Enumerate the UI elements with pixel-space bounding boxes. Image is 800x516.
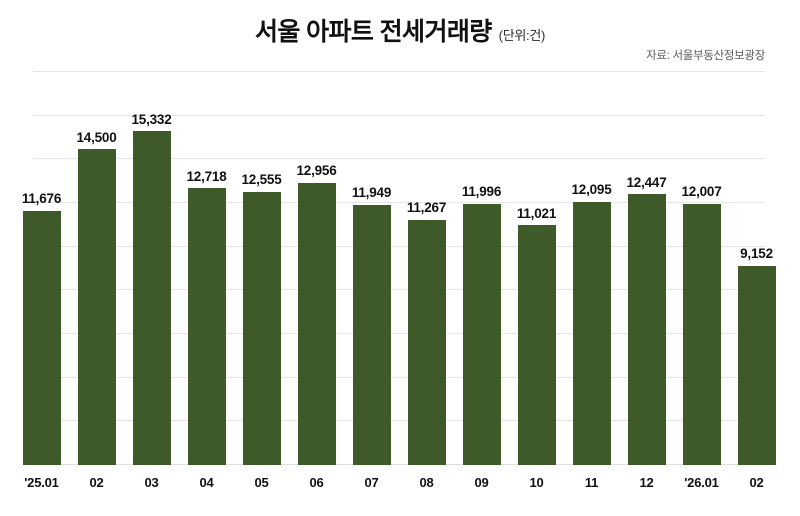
x-axis-tick-label: 04 (199, 475, 214, 490)
gridlines (33, 71, 765, 465)
bar-value-label: 11,949 (351, 185, 392, 201)
x-axis-tick-label: 08 (419, 475, 434, 490)
x-axis-tick-label: 09 (474, 475, 489, 490)
gridline (33, 115, 765, 116)
bar (132, 131, 171, 465)
bar-cell: 14,500 (69, 11, 124, 465)
x-axis-tick-label: 12 (639, 475, 654, 490)
x-axis-tick-label: 06 (309, 475, 324, 490)
bar-cell: 12,718 (179, 11, 234, 465)
chart-unit-label: (단위:건) (498, 28, 546, 43)
bar-cell: 15,332 (124, 11, 179, 465)
bar (297, 182, 336, 465)
x-axis-tick-label: 02 (749, 475, 764, 490)
bar-cell: 12,007 (674, 11, 729, 465)
bar-cell: 11,949 (344, 11, 399, 465)
bar (517, 225, 556, 465)
x-axis-tick-label: 02 (89, 475, 104, 490)
bar-value-label: 15,332 (131, 111, 172, 127)
x-axis-tick-label: 11 (584, 475, 599, 490)
axis-baseline (33, 464, 765, 465)
bar-cell: 9,152 (729, 11, 784, 465)
bar-cell: 12,956 (289, 11, 344, 465)
bar-value-label: 12,447 (626, 174, 667, 190)
bar-value-label: 12,956 (296, 163, 337, 179)
bar-value-label: 12,718 (186, 168, 227, 184)
x-axis-tick-label: 07 (364, 475, 379, 490)
bar-value-label: 12,095 (571, 182, 612, 198)
bar-value-label: 11,021 (516, 205, 557, 221)
chart-source: 자료: 서울부동산정보광장 (646, 50, 765, 62)
bar-cell: 11,996 (454, 11, 509, 465)
gridline (33, 377, 765, 378)
gridline (33, 333, 765, 334)
bar-value-label: 14,500 (76, 129, 117, 145)
bar (77, 149, 116, 465)
bar-cell: 11,267 (399, 11, 454, 465)
bar (627, 194, 666, 465)
x-axis-tick-label: 03 (144, 475, 159, 490)
bar (572, 201, 611, 465)
bar-cell: 12,555 (234, 11, 289, 465)
bar-value-label: 9,152 (740, 246, 773, 262)
bar-cell: 11,676 (14, 11, 69, 465)
bar-value-label: 11,996 (461, 184, 502, 200)
x-axis: '25.01 02 03 04 05 06 07 08 09 10 11 12 '26.01 02 (14, 472, 784, 502)
bar-value-label: 11,676 (21, 191, 62, 207)
bar-series: 11,676 14,500 15,332 12,718 12,555 12,956 11,9… (14, 11, 784, 465)
bar (462, 203, 501, 465)
bar (407, 219, 446, 465)
bar-cell: 11,021 (509, 11, 564, 465)
bar-value-label: 12,555 (241, 172, 282, 188)
bar (682, 203, 721, 465)
bar (242, 191, 281, 465)
bar-value-label: 11,267 (406, 200, 447, 216)
gridline (33, 202, 765, 203)
title-row: 서울 아파트 전세거래량 (단위:건) (0, 12, 800, 48)
bar (352, 204, 391, 465)
gridline (33, 71, 765, 72)
bar (737, 265, 776, 465)
gridline (33, 246, 765, 247)
plot-area: 11,676 14,500 15,332 12,718 12,555 12,956 11,9… (22, 71, 776, 465)
x-axis-tick-label: 10 (529, 475, 544, 490)
gridline (33, 420, 765, 421)
x-axis-tick-label: '26.01 (684, 475, 719, 490)
x-axis-tick-label: 05 (254, 475, 269, 490)
x-axis-tick-label: '25.01 (24, 475, 59, 490)
bar-cell: 12,447 (619, 11, 674, 465)
bar (187, 188, 226, 465)
bar (22, 210, 61, 465)
page-title: 서울 아파트 전세거래량 (254, 18, 492, 46)
bar-cell: 12,095 (564, 11, 619, 465)
gridline (33, 158, 765, 159)
chart-header: 서울 아파트 전세거래량 (단위:건) 자료: 서울부동산정보광장 (0, 0, 800, 70)
gridline (33, 289, 765, 290)
bar-value-label: 12,007 (681, 184, 722, 200)
